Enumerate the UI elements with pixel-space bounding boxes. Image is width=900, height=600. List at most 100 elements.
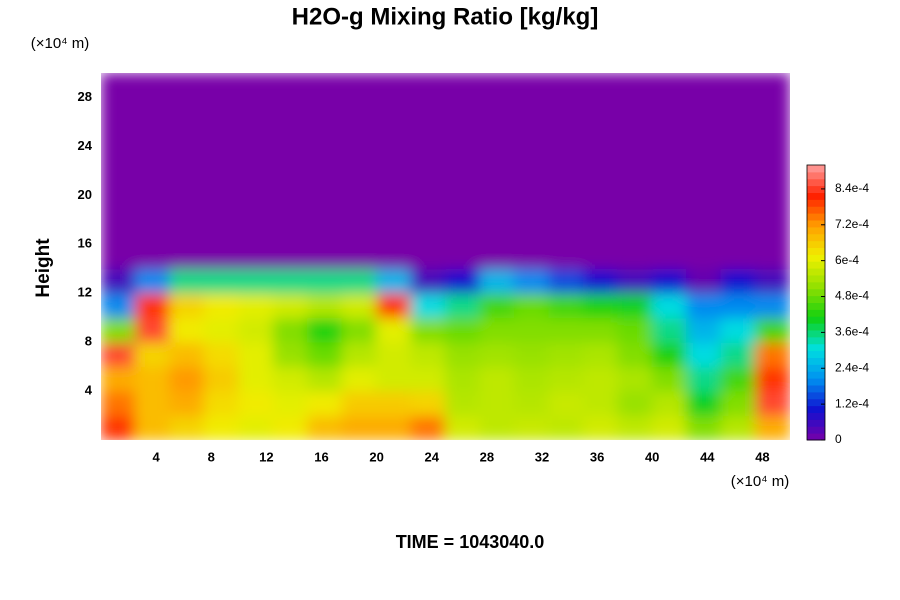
heatmap-cell — [203, 268, 240, 294]
heatmap-cell — [341, 341, 378, 368]
heatmap-cell — [272, 415, 309, 440]
x-axis-label: (×10⁴ m) — [731, 473, 790, 490]
colorbar-tick-label: 1.2e-4 — [835, 396, 869, 410]
heatmap-cell — [410, 170, 446, 196]
heatmap-cell — [651, 243, 688, 270]
heatmap-cell — [548, 96, 584, 123]
heatmap-cell — [445, 73, 481, 98]
heatmap-cell — [307, 341, 343, 368]
heatmap-cell — [238, 268, 274, 294]
y-tick-label: 28 — [78, 89, 92, 104]
heatmap-cell — [341, 415, 378, 440]
heatmap-cell — [307, 96, 343, 123]
heatmap-cell — [548, 170, 584, 196]
heatmap-cell — [307, 145, 343, 172]
heatmap-cell — [238, 366, 274, 392]
heatmap-cell — [376, 390, 412, 417]
heatmap-cell — [651, 390, 688, 417]
heatmap-cell — [445, 170, 481, 196]
heatmap-cell — [686, 341, 722, 368]
heatmap-cell — [307, 243, 343, 270]
heatmap-cell — [410, 292, 446, 319]
colorbar-band — [807, 261, 825, 269]
heatmap-cell — [134, 317, 171, 343]
heatmap-cell — [513, 170, 550, 196]
chart-title: H2O-g Mixing Ratio [kg/kg] — [292, 3, 599, 30]
heatmap-cell — [376, 194, 412, 221]
heatmap-cell — [720, 121, 757, 147]
heatmap-cell — [134, 390, 171, 417]
colorbar-band — [807, 213, 825, 221]
heatmap-cell — [307, 121, 343, 147]
x-tick-label: 16 — [314, 449, 328, 464]
heatmap-cell — [651, 292, 688, 319]
heatmap-cell — [513, 96, 550, 123]
heatmap-cell — [445, 317, 481, 343]
heatmap-cell — [686, 366, 722, 392]
heatmap-cell — [101, 121, 136, 147]
colorbar-band — [807, 364, 825, 372]
colorbar-tick-label: 7.2e-4 — [835, 217, 869, 231]
heatmap-cell — [445, 219, 481, 245]
heatmap-cell — [203, 390, 240, 417]
heatmap-cell — [410, 96, 446, 123]
colorbar-tick-label: 8.4e-4 — [835, 181, 869, 195]
colorbar-band — [807, 220, 825, 228]
heatmap-cell — [307, 317, 343, 343]
heatmap-cell — [272, 341, 309, 368]
heatmap-cell — [548, 390, 584, 417]
heatmap-cell — [755, 415, 790, 440]
heatmap-cells — [101, 73, 790, 440]
heatmap-cell — [203, 219, 240, 245]
heatmap-cell — [445, 268, 481, 294]
heatmap-cell — [376, 292, 412, 319]
heatmap-cell — [513, 219, 550, 245]
heatmap-cell — [513, 317, 550, 343]
y-tick-label: 20 — [78, 187, 92, 202]
heatmap-cell — [341, 390, 378, 417]
heatmap-cell — [101, 366, 136, 392]
heatmap-cell — [272, 268, 309, 294]
heatmap-cell — [272, 121, 309, 147]
heatmap-cell — [341, 219, 378, 245]
heatmap-cell — [479, 121, 515, 147]
heatmap-cell — [617, 121, 653, 147]
heatmap-cell — [238, 73, 274, 98]
heatmap-cell — [445, 145, 481, 172]
heatmap-cell — [548, 194, 584, 221]
heatmap-cell — [651, 170, 688, 196]
heatmap-cell — [582, 317, 619, 343]
heatmap-cell — [617, 243, 653, 270]
heatmap-cell — [341, 96, 378, 123]
x-tick-label: 28 — [480, 449, 494, 464]
heatmap-cell — [582, 145, 619, 172]
heatmap-cell — [134, 243, 171, 270]
heatmap-cell — [238, 219, 274, 245]
heatmap-cell — [341, 292, 378, 319]
x-tick-label: 48 — [755, 449, 769, 464]
x-tick-label: 32 — [535, 449, 549, 464]
heatmap-cell — [134, 366, 171, 392]
x-tick-label: 20 — [369, 449, 383, 464]
heatmap-cell — [376, 268, 412, 294]
heatmap-cell — [169, 243, 205, 270]
heatmap-cell — [238, 292, 274, 319]
heatmap-cell — [238, 145, 274, 172]
time-annotation: TIME = 1043040.0 — [396, 532, 545, 552]
heatmap-cell — [686, 121, 722, 147]
heatmap-cell — [445, 341, 481, 368]
heatmap-cell — [720, 341, 757, 368]
colorbar-band — [807, 316, 825, 324]
heatmap-cell — [617, 268, 653, 294]
heatmap-cell — [341, 317, 378, 343]
heatmap-cell — [203, 341, 240, 368]
heatmap-cell — [513, 121, 550, 147]
heatmap-cell — [307, 415, 343, 440]
x-tick-label: 8 — [208, 449, 215, 464]
heatmap-cell — [238, 96, 274, 123]
heatmap-cell — [755, 390, 790, 417]
heatmap-cell — [686, 145, 722, 172]
heatmap-cell — [272, 292, 309, 319]
heatmap-cell — [341, 194, 378, 221]
heatmap-cell — [341, 170, 378, 196]
